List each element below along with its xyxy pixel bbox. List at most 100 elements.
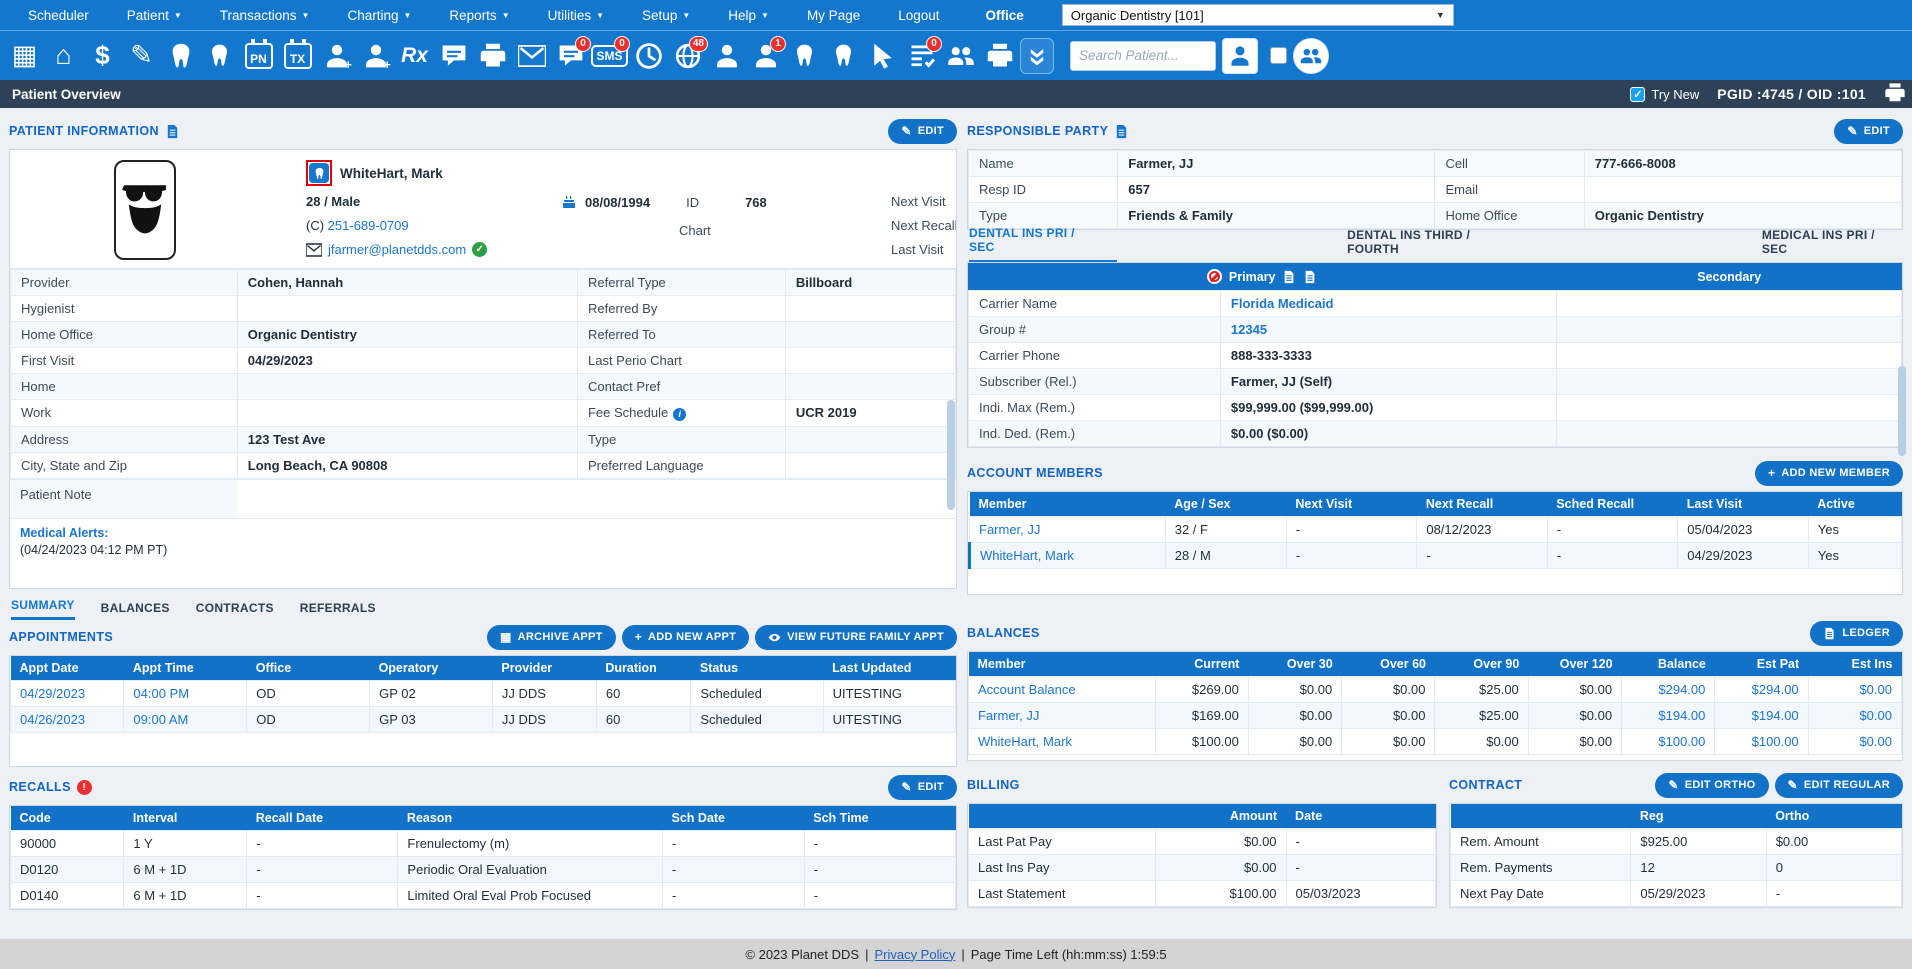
- table-cell[interactable]: $0.00: [1807, 702, 1903, 729]
- print-page-icon[interactable]: [1884, 79, 1906, 109]
- tooth-chart-icon[interactable]: [162, 34, 199, 78]
- add-patient-icon[interactable]: +: [318, 34, 355, 78]
- table-cell: -: [1285, 516, 1418, 543]
- menu-item-my-page[interactable]: My Page: [806, 7, 861, 23]
- table-cell[interactable]: 04/29/2023: [9, 680, 125, 707]
- patient-photo[interactable]: [114, 160, 176, 260]
- search-patient-input[interactable]: [1070, 40, 1216, 71]
- time-clock-icon[interactable]: [630, 34, 667, 78]
- patient-tooth-icon[interactable]: [309, 163, 329, 183]
- menu-item-patient[interactable]: Patient ▼: [126, 7, 182, 23]
- edit-regular-button[interactable]: ✎ EDIT REGULAR: [1774, 772, 1903, 798]
- panel-scrollbar-thumb[interactable]: [947, 400, 955, 510]
- collapse-toolbar-icon[interactable]: [1020, 37, 1054, 74]
- edit-notes-icon[interactable]: ✎: [130, 40, 153, 70]
- ledger-button[interactable]: LEDGER: [1810, 620, 1903, 646]
- menu-item-charting[interactable]: Charting ▼: [347, 7, 412, 23]
- table-cell[interactable]: $194.00: [1621, 702, 1716, 729]
- save-document-icon[interactable]: [1303, 270, 1317, 284]
- email-link[interactable]: jfarmer@planetdds.com: [328, 242, 467, 257]
- info-icon[interactable]: i: [673, 407, 687, 421]
- edit-responsible-button[interactable]: ✎ EDIT: [1834, 118, 1903, 144]
- payments-icon[interactable]: $: [95, 40, 110, 70]
- tasks-icon[interactable]: 0: [903, 34, 942, 78]
- search-patient-button[interactable]: [1222, 37, 1258, 74]
- tooth-box-icon[interactable]: [786, 34, 823, 78]
- patient-portal-icon[interactable]: [864, 34, 901, 78]
- menu-item-utilities[interactable]: Utilities ▼: [547, 7, 605, 23]
- rx-icon[interactable]: Rx: [401, 43, 428, 67]
- menu-item-help[interactable]: Help ▼: [728, 7, 769, 23]
- tab-dental-ins-pri-sec[interactable]: DENTAL INS PRI / SEC: [969, 226, 1118, 262]
- add-responsible-party-icon[interactable]: +: [357, 34, 394, 78]
- chart-notes-icon[interactable]: [435, 34, 472, 78]
- menu-item-setup[interactable]: Setup ▼: [642, 7, 691, 23]
- edit-recalls-button[interactable]: ✎ EDIT: [888, 774, 957, 800]
- table-cell[interactable]: $0.00: [1807, 676, 1903, 703]
- edit-patient-button[interactable]: ✎ EDIT: [888, 118, 957, 144]
- tab-dental-ins-third-fourth[interactable]: DENTAL INS THIRD / FOURTH: [1347, 228, 1471, 256]
- menu-item-scheduler[interactable]: Scheduler: [28, 7, 89, 23]
- table-cell[interactable]: Farmer, JJ: [969, 516, 1166, 543]
- table-cell[interactable]: Farmer, JJ: [968, 702, 1156, 729]
- progress-notes-icon[interactable]: PN: [240, 34, 277, 78]
- table-cell[interactable]: WhiteHart, Mark: [968, 728, 1156, 755]
- edit-ortho-button[interactable]: ✎ EDIT ORTHO: [1655, 772, 1769, 798]
- table-cell[interactable]: 04/26/2023: [9, 706, 125, 733]
- search-scope-checkbox[interactable]: [1270, 47, 1287, 64]
- eclaims-icon[interactable]: 48: [669, 34, 708, 78]
- sms-icon[interactable]: SMS 0: [591, 34, 630, 78]
- table-cell[interactable]: 04:00 PM: [123, 680, 248, 707]
- tooth-secondary-icon[interactable]: [825, 34, 862, 78]
- tab-contracts[interactable]: CONTRACTS: [195, 601, 274, 615]
- mail-icon[interactable]: [513, 34, 550, 78]
- table-cell[interactable]: WhiteHart, Mark: [968, 542, 1166, 569]
- edit-document-icon[interactable]: [1282, 270, 1296, 284]
- treatment-plan-icon[interactable]: TX: [279, 34, 316, 78]
- recare-icon[interactable]: 1: [747, 34, 786, 78]
- view-future-family-appt-button[interactable]: VIEW FUTURE FAMILY APPT: [755, 624, 957, 650]
- table-cell[interactable]: $100.00: [1621, 728, 1716, 755]
- privacy-policy-link[interactable]: Privacy Policy: [874, 946, 956, 962]
- tab-referrals[interactable]: REFERRALS: [299, 601, 376, 615]
- try-new-checkbox[interactable]: ✓: [1630, 86, 1646, 102]
- messages-icon[interactable]: 0: [552, 34, 591, 78]
- print-icon[interactable]: [981, 34, 1018, 78]
- menu-item-logout[interactable]: Logout: [898, 7, 940, 23]
- add-new-appt-button[interactable]: + ADD NEW APPT: [621, 624, 750, 650]
- scheduler-grid-icon[interactable]: ▦: [11, 40, 38, 70]
- home-icon[interactable]: ⌂: [55, 40, 72, 70]
- tab-summary[interactable]: SUMMARY: [11, 598, 75, 620]
- office-select[interactable]: Organic Dentistry [101] ▼: [1061, 4, 1454, 26]
- group-number-link[interactable]: 12345: [1230, 322, 1268, 337]
- field-value: [1555, 290, 1903, 317]
- add-new-member-button[interactable]: + ADD NEW MEMBER: [1754, 460, 1903, 486]
- staff-icon[interactable]: [942, 34, 979, 78]
- carrier-name-link[interactable]: Florida Medicaid: [1230, 296, 1334, 311]
- table-cell[interactable]: 09:00 AM: [123, 706, 248, 733]
- table-cell[interactable]: $294.00: [1714, 676, 1809, 703]
- huddle-icon[interactable]: [708, 34, 745, 78]
- menu-item-transactions[interactable]: Transactions ▼: [219, 7, 310, 23]
- panel-scrollbar-thumb[interactable]: [1898, 366, 1906, 456]
- table-cell[interactable]: Account Balance: [968, 676, 1156, 703]
- table-cell[interactable]: $194.00: [1714, 702, 1809, 729]
- tab-balances[interactable]: BALANCES: [100, 601, 170, 615]
- menu-item-reports[interactable]: Reports ▼: [449, 7, 510, 23]
- caret-down-icon: ▼: [301, 11, 310, 20]
- perio-chart-icon[interactable]: [201, 34, 238, 78]
- family-search-button[interactable]: [1293, 37, 1329, 74]
- tab-medical-ins-pri-sec[interactable]: MEDICAL INS PRI / SEC: [1761, 228, 1875, 256]
- patient-phone: (C) 251-689-0709: [306, 218, 409, 233]
- prohibit-icon[interactable]: [1206, 269, 1222, 284]
- table-cell[interactable]: $100.00: [1714, 728, 1809, 755]
- fax-icon[interactable]: [474, 34, 511, 78]
- table-cell[interactable]: $0.00: [1807, 728, 1903, 755]
- patient-details-table: Provider Cohen, Hannah Referral Type Billbo…: [10, 269, 956, 479]
- try-new-toggle[interactable]: ✓ Try New: [1630, 86, 1699, 102]
- table-row: WhiteHart, Mark $100.00 $0.00 $0.00 $0.00 $0.…: [968, 728, 1903, 755]
- table-cell[interactable]: $294.00: [1621, 676, 1716, 703]
- archive-appt-button[interactable]: ▦ ARCHIVE APPT: [486, 624, 616, 650]
- phone-link[interactable]: 251-689-0709: [327, 218, 409, 233]
- medical-alerts-link[interactable]: Medical Alerts:: [20, 525, 109, 540]
